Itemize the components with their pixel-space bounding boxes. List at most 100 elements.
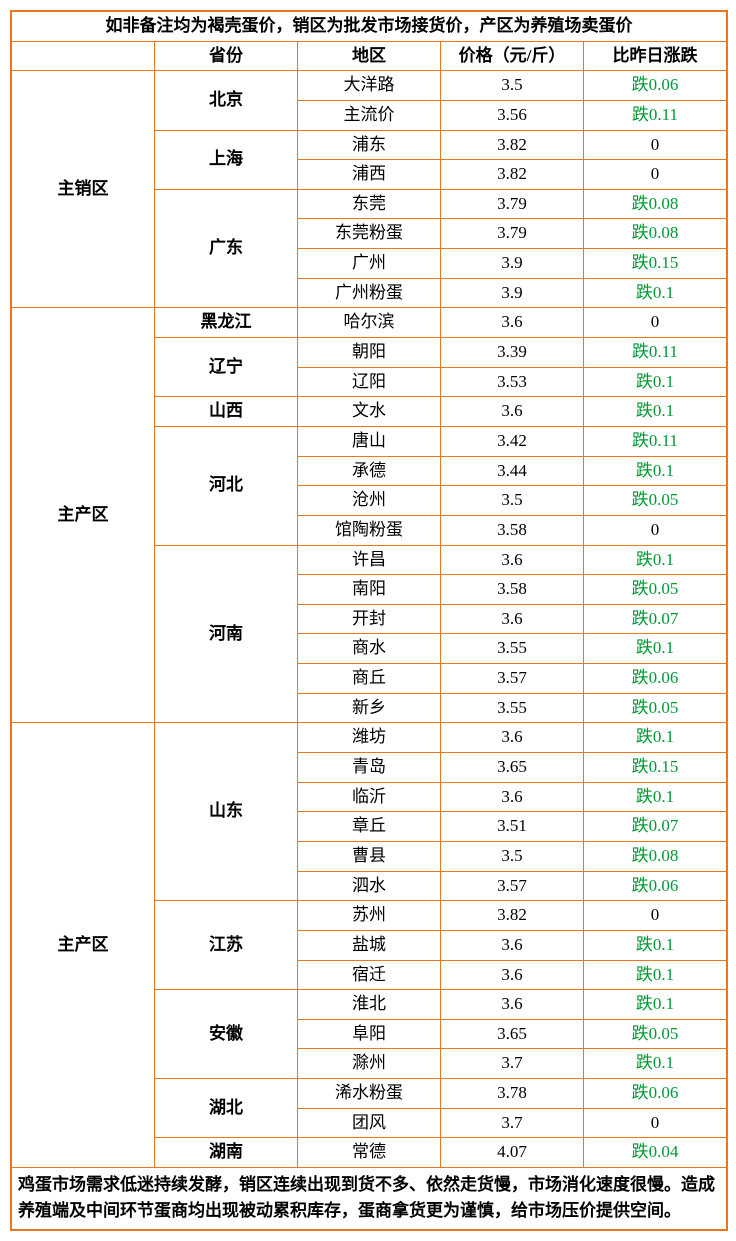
price-cell: 3.39 bbox=[441, 338, 584, 368]
area-cell: 泗水 bbox=[298, 871, 441, 901]
area-cell: 商丘 bbox=[298, 664, 441, 694]
egg-price-table: 如非备注均为褐壳蛋价，销区为批发市场接货价，产区为养殖场卖蛋价 省份 地区 价格… bbox=[11, 11, 727, 1230]
area-cell: 南阳 bbox=[298, 575, 441, 605]
area-cell: 滁州 bbox=[298, 1049, 441, 1079]
header-change: 比昨日涨跌 bbox=[584, 41, 727, 71]
change-cell: 跌0.1 bbox=[584, 782, 727, 812]
change-cell: 跌0.1 bbox=[584, 545, 727, 575]
price-cell: 3.6 bbox=[441, 397, 584, 427]
price-table-container: 如非备注均为褐壳蛋价，销区为批发市场接货价，产区为养殖场卖蛋价 省份 地区 价格… bbox=[10, 10, 728, 1231]
area-cell: 曹县 bbox=[298, 841, 441, 871]
area-cell: 唐山 bbox=[298, 426, 441, 456]
area-cell: 浦西 bbox=[298, 160, 441, 190]
change-cell: 跌0.1 bbox=[584, 278, 727, 308]
change-cell: 跌0.08 bbox=[584, 219, 727, 249]
table-title: 如非备注均为褐壳蛋价，销区为批发市场接货价，产区为养殖场卖蛋价 bbox=[12, 12, 727, 42]
table-row: 主销区 北京 大洋路 3.5 跌0.06 bbox=[12, 71, 727, 101]
table-header-row: 省份 地区 价格（元/斤） 比昨日涨跌 bbox=[12, 41, 727, 71]
change-cell: 0 bbox=[584, 1108, 727, 1138]
area-cell: 淮北 bbox=[298, 990, 441, 1020]
change-cell: 跌0.06 bbox=[584, 71, 727, 101]
table-title-row: 如非备注均为褐壳蛋价，销区为批发市场接货价，产区为养殖场卖蛋价 bbox=[12, 12, 727, 42]
change-cell: 跌0.06 bbox=[584, 871, 727, 901]
area-cell: 浦东 bbox=[298, 130, 441, 160]
price-cell: 3.51 bbox=[441, 812, 584, 842]
price-cell: 3.6 bbox=[441, 960, 584, 990]
price-cell: 3.82 bbox=[441, 901, 584, 931]
price-cell: 3.58 bbox=[441, 515, 584, 545]
area-cell: 东莞 bbox=[298, 189, 441, 219]
price-cell: 3.55 bbox=[441, 634, 584, 664]
change-cell: 跌0.1 bbox=[584, 397, 727, 427]
province-cell: 广东 bbox=[155, 189, 298, 308]
price-cell: 3.6 bbox=[441, 930, 584, 960]
province-cell: 山西 bbox=[155, 397, 298, 427]
price-cell: 3.6 bbox=[441, 990, 584, 1020]
price-cell: 3.6 bbox=[441, 782, 584, 812]
change-cell: 跌0.05 bbox=[584, 486, 727, 516]
province-cell: 山东 bbox=[155, 723, 298, 901]
price-cell: 3.65 bbox=[441, 1019, 584, 1049]
price-cell: 3.79 bbox=[441, 189, 584, 219]
price-cell: 3.5 bbox=[441, 71, 584, 101]
area-cell: 开封 bbox=[298, 604, 441, 634]
change-cell: 跌0.1 bbox=[584, 930, 727, 960]
change-cell: 跌0.1 bbox=[584, 1049, 727, 1079]
price-cell: 3.6 bbox=[441, 545, 584, 575]
price-cell: 3.9 bbox=[441, 278, 584, 308]
zone-prod2: 主产区 bbox=[12, 723, 155, 1168]
change-cell: 跌0.04 bbox=[584, 1138, 727, 1168]
province-cell: 湖南 bbox=[155, 1138, 298, 1168]
zone-sales: 主销区 bbox=[12, 71, 155, 308]
header-province: 省份 bbox=[155, 41, 298, 71]
change-cell: 跌0.11 bbox=[584, 426, 727, 456]
province-cell: 河南 bbox=[155, 545, 298, 723]
change-cell: 跌0.1 bbox=[584, 960, 727, 990]
area-cell: 广州粉蛋 bbox=[298, 278, 441, 308]
province-cell: 河北 bbox=[155, 426, 298, 545]
price-cell: 3.57 bbox=[441, 871, 584, 901]
area-cell: 文水 bbox=[298, 397, 441, 427]
price-cell: 3.65 bbox=[441, 753, 584, 783]
province-cell: 安徽 bbox=[155, 990, 298, 1079]
table-footnote: 鸡蛋市场需求低迷持续发酵，销区连续出现到货不多、依然走货慢，市场消化速度很慢。造… bbox=[12, 1167, 727, 1229]
area-cell: 常德 bbox=[298, 1138, 441, 1168]
area-cell: 临沂 bbox=[298, 782, 441, 812]
area-cell: 苏州 bbox=[298, 901, 441, 931]
change-cell: 0 bbox=[584, 160, 727, 190]
area-cell: 哈尔滨 bbox=[298, 308, 441, 338]
change-cell: 跌0.06 bbox=[584, 1079, 727, 1109]
price-cell: 3.9 bbox=[441, 249, 584, 279]
change-cell: 跌0.05 bbox=[584, 575, 727, 605]
price-cell: 3.56 bbox=[441, 100, 584, 130]
change-cell: 跌0.08 bbox=[584, 841, 727, 871]
price-cell: 3.6 bbox=[441, 604, 584, 634]
zone-prod1: 主产区 bbox=[12, 308, 155, 723]
change-cell: 跌0.1 bbox=[584, 367, 727, 397]
change-cell: 跌0.07 bbox=[584, 812, 727, 842]
area-cell: 许昌 bbox=[298, 545, 441, 575]
area-cell: 广州 bbox=[298, 249, 441, 279]
area-cell: 新乡 bbox=[298, 693, 441, 723]
change-cell: 0 bbox=[584, 515, 727, 545]
change-cell: 0 bbox=[584, 130, 727, 160]
table-row: 主产区 黑龙江 哈尔滨 3.6 0 bbox=[12, 308, 727, 338]
price-cell: 3.58 bbox=[441, 575, 584, 605]
area-cell: 承德 bbox=[298, 456, 441, 486]
price-cell: 3.79 bbox=[441, 219, 584, 249]
area-cell: 大洋路 bbox=[298, 71, 441, 101]
price-cell: 3.6 bbox=[441, 308, 584, 338]
area-cell: 主流价 bbox=[298, 100, 441, 130]
province-cell: 湖北 bbox=[155, 1079, 298, 1138]
header-price: 价格（元/斤） bbox=[441, 41, 584, 71]
province-cell: 黑龙江 bbox=[155, 308, 298, 338]
area-cell: 阜阳 bbox=[298, 1019, 441, 1049]
area-cell: 宿迁 bbox=[298, 960, 441, 990]
change-cell: 跌0.11 bbox=[584, 100, 727, 130]
area-cell: 团风 bbox=[298, 1108, 441, 1138]
change-cell: 跌0.05 bbox=[584, 693, 727, 723]
area-cell: 浠水粉蛋 bbox=[298, 1079, 441, 1109]
change-cell: 0 bbox=[584, 901, 727, 931]
area-cell: 潍坊 bbox=[298, 723, 441, 753]
change-cell: 0 bbox=[584, 308, 727, 338]
